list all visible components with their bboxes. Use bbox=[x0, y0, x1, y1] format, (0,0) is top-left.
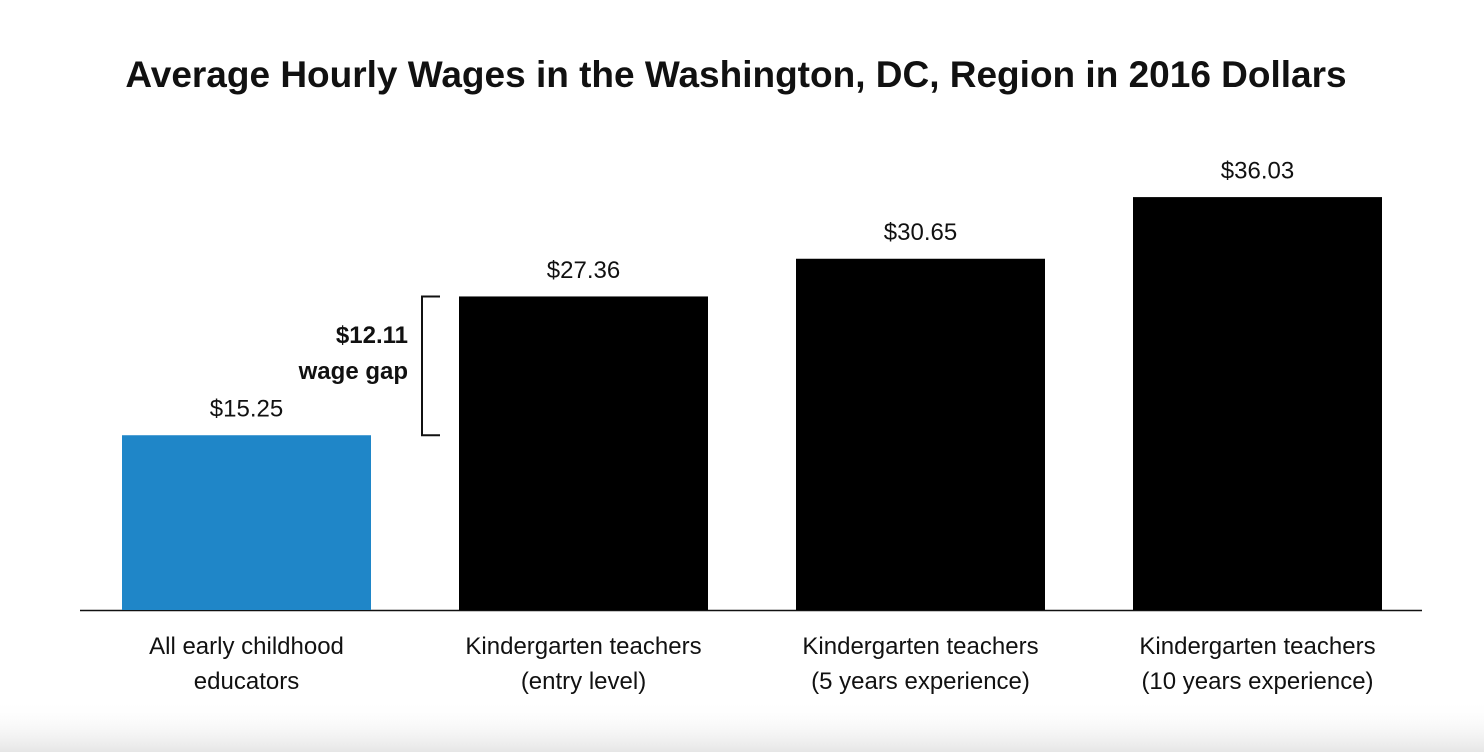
bar bbox=[1133, 197, 1382, 611]
chart-title: Average Hourly Wages in the Washington, … bbox=[125, 54, 1346, 95]
gap-value-label: $12.11 bbox=[336, 322, 408, 349]
x-tick-label: Kindergarten teachers (5 years experienc… bbox=[802, 633, 1039, 695]
bar bbox=[459, 296, 708, 610]
value-label: $15.25 bbox=[210, 396, 283, 423]
gap-bracket bbox=[421, 295, 440, 437]
x-tick-label: Kindergarten teachers (10 years experien… bbox=[1139, 633, 1376, 695]
bar bbox=[796, 258, 1045, 610]
value-label: $36.03 bbox=[1221, 157, 1294, 184]
background-fade bbox=[0, 700, 1484, 752]
value-label: $27.36 bbox=[547, 257, 620, 284]
gap-text: wage gap bbox=[298, 358, 408, 385]
x-tick-label: Kindergarten teachers (entry level) bbox=[465, 633, 702, 695]
bar bbox=[122, 435, 371, 610]
x-tick-label: All early childhood educators bbox=[149, 633, 344, 695]
value-label: $30.65 bbox=[884, 219, 957, 246]
